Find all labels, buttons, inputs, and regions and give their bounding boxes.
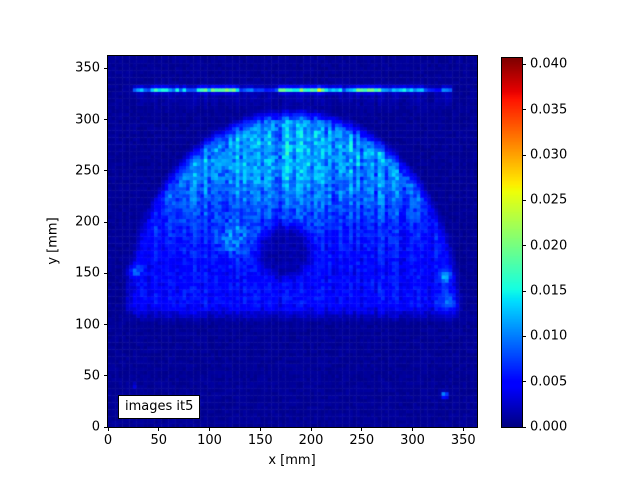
x-tick-mark <box>259 427 261 431</box>
colorbar-tick-mark <box>522 290 526 292</box>
x-tick-mark <box>158 427 160 431</box>
colorbar-tick-mark <box>522 426 526 428</box>
colorbar-tick-label: 0.010 <box>530 328 568 344</box>
y-tick-mark <box>104 67 108 69</box>
y-tick-label: 0 <box>91 419 100 435</box>
y-tick-mark <box>104 375 108 377</box>
colorbar-tick-mark <box>522 109 526 111</box>
y-tick-label: 250 <box>75 163 100 179</box>
x-tick-mark <box>361 427 363 431</box>
y-tick-label: 50 <box>83 368 100 384</box>
colorbar-tick-mark <box>522 381 526 383</box>
x-tick-label: 200 <box>298 433 324 448</box>
colorbar-gradient-canvas <box>502 58 522 427</box>
legend-box: images it5 <box>118 395 201 419</box>
y-tick-label: 150 <box>75 265 100 281</box>
y-tick-mark <box>104 221 108 223</box>
y-tick-label: 300 <box>75 112 100 128</box>
x-tick-label: 0 <box>103 433 113 448</box>
heatmap-canvas <box>108 56 477 427</box>
y-tick-mark <box>104 170 108 172</box>
y-tick-label: 100 <box>75 317 100 332</box>
x-tick-mark <box>209 427 210 431</box>
y-tick-mark <box>104 324 108 325</box>
plot-area <box>107 55 478 428</box>
colorbar <box>501 57 523 428</box>
colorbar-tick-mark <box>522 199 526 201</box>
colorbar-tick-label: 0.030 <box>530 147 568 163</box>
y-axis-label: y [mm] <box>45 217 61 265</box>
y-tick-mark <box>104 426 108 428</box>
colorbar-tick-mark <box>522 335 526 337</box>
x-tick-label: 350 <box>450 433 476 448</box>
y-tick-mark <box>104 119 108 121</box>
x-tick-mark <box>412 427 414 431</box>
x-tick-mark <box>462 427 464 431</box>
y-tick-label: 200 <box>75 214 100 230</box>
colorbar-tick-label: 0.015 <box>530 283 568 299</box>
colorbar-tick-label: 0.005 <box>530 374 568 390</box>
colorbar-tick-mark <box>522 245 526 247</box>
x-tick-mark <box>310 427 312 431</box>
legend-label: images it5 <box>125 399 194 414</box>
x-tick-label: 100 <box>197 433 222 448</box>
x-tick-label: 300 <box>400 433 425 448</box>
x-tick-label: 50 <box>150 433 168 448</box>
y-tick-label: 350 <box>75 60 100 76</box>
x-tick-label: 150 <box>247 433 273 448</box>
x-axis-label: x [mm] <box>268 453 316 468</box>
colorbar-tick-label: 0.000 <box>530 419 568 435</box>
colorbar-tick-label: 0.035 <box>530 102 568 118</box>
x-tick-mark <box>107 427 109 431</box>
colorbar-tick-mark <box>522 63 526 65</box>
x-tick-label: 250 <box>349 433 375 448</box>
y-tick-mark <box>104 272 108 274</box>
colorbar-tick-label: 0.025 <box>530 192 568 208</box>
colorbar-tick-mark <box>522 154 526 156</box>
colorbar-tick-label: 0.020 <box>530 238 568 254</box>
colorbar-tick-label: 0.040 <box>530 56 568 72</box>
